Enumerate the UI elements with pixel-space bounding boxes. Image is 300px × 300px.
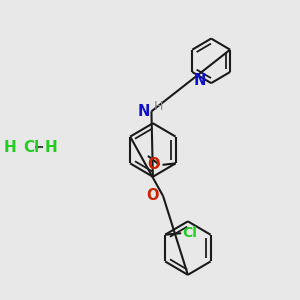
- Text: H: H: [154, 100, 164, 112]
- Text: N: N: [194, 74, 206, 88]
- Text: H: H: [3, 140, 16, 154]
- Text: N: N: [138, 104, 150, 119]
- Text: O: O: [147, 158, 160, 172]
- Text: O: O: [146, 188, 159, 203]
- Text: Cl: Cl: [182, 226, 197, 240]
- Text: H: H: [44, 140, 57, 154]
- Text: Cl: Cl: [23, 140, 39, 154]
